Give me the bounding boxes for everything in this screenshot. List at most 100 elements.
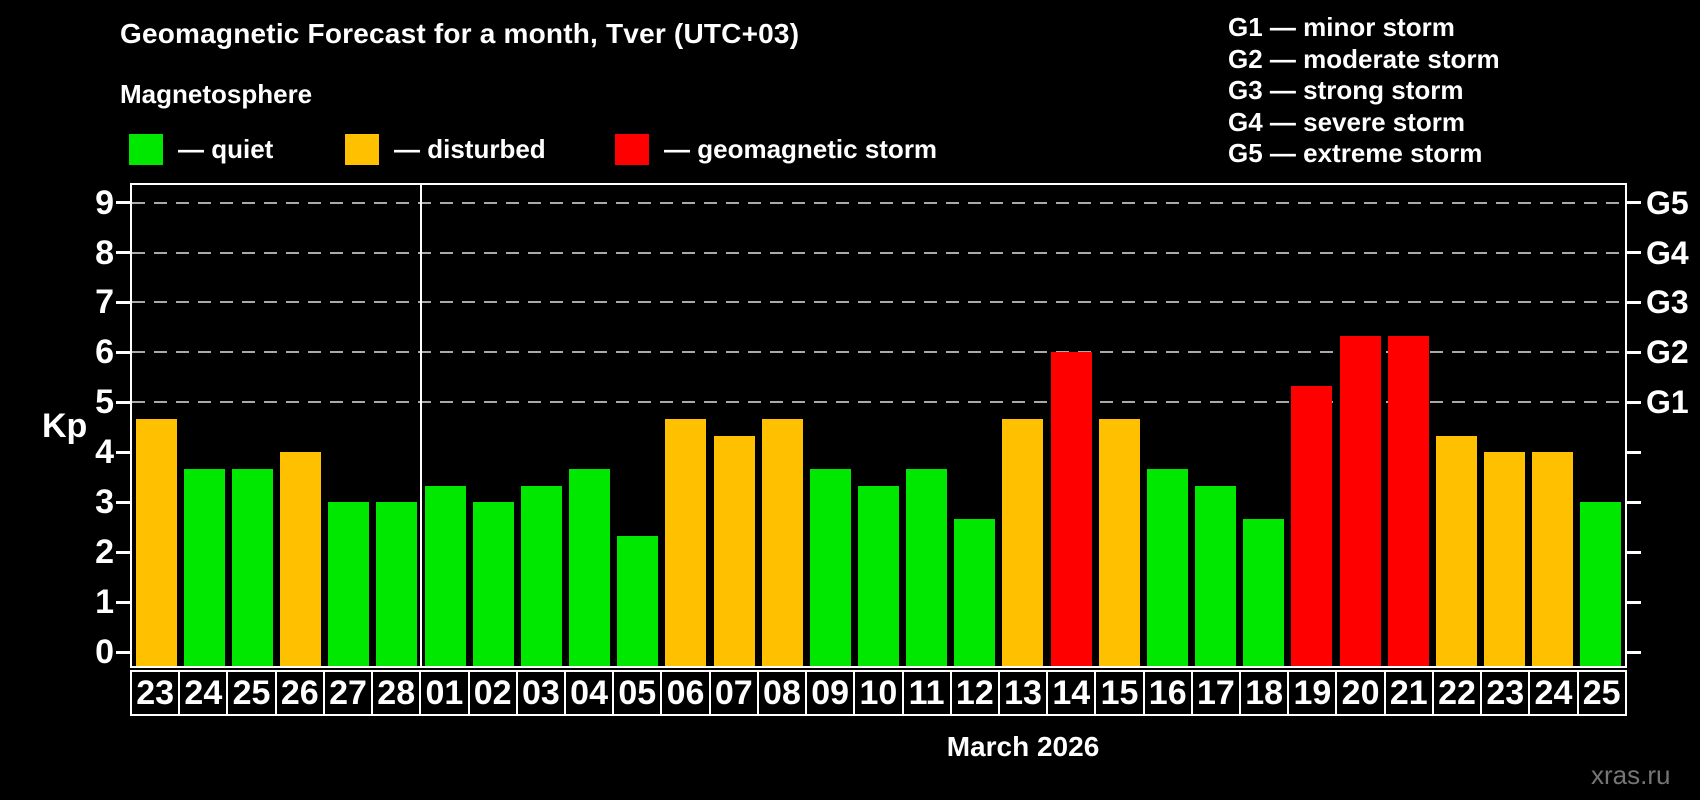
right-axis-tick	[1627, 201, 1641, 205]
right-axis-tick	[1627, 500, 1641, 504]
date-label: 09	[805, 670, 856, 716]
kp-bar	[1002, 418, 1044, 666]
legend-swatch-storm	[615, 134, 649, 165]
date-label: 23	[130, 670, 181, 716]
g-level-label: G5	[1646, 184, 1689, 221]
date-label: 10	[853, 670, 904, 716]
kp-bar	[1098, 418, 1140, 666]
y-axis-tick	[116, 500, 130, 504]
right-axis-tick	[1627, 450, 1641, 454]
kp-tick-label: 2	[95, 533, 114, 572]
kp-bar	[1146, 468, 1188, 666]
y-axis-tick	[116, 400, 130, 404]
kp-bar	[1387, 335, 1429, 666]
date-label: 11	[901, 670, 952, 716]
date-label: 16	[1142, 670, 1193, 716]
kp-bar	[713, 435, 755, 666]
legend-item-storm: — geomagnetic storm	[615, 134, 937, 165]
y-axis-tick	[116, 251, 130, 255]
kp-tick-label: 6	[95, 333, 114, 372]
date-label: 25	[226, 670, 277, 716]
kp-bar	[1580, 502, 1622, 666]
page-title: Geomagnetic Forecast for a month, Tver (…	[120, 18, 800, 49]
legend-label: — geomagnetic storm	[664, 134, 938, 164]
kp-tick-label: 1	[95, 583, 114, 622]
watermark: xras.ru	[1591, 760, 1671, 790]
kp-tick-label: 9	[95, 183, 114, 222]
kp-bar	[761, 418, 803, 666]
g-level-label: G2	[1646, 334, 1689, 371]
kp-tick-label: 4	[95, 433, 114, 472]
date-label: 03	[515, 670, 566, 716]
legend-label: — disturbed	[394, 134, 546, 164]
plot-area	[130, 183, 1627, 668]
kp-bar	[1243, 518, 1285, 666]
gridline	[132, 301, 1625, 304]
storm-scale-line: G2 — moderate storm	[1228, 43, 1500, 74]
date-label: 05	[612, 670, 663, 716]
date-label: 12	[949, 670, 1000, 716]
kp-bar	[424, 485, 466, 666]
date-label: 24	[178, 670, 229, 716]
gridline	[132, 351, 1625, 354]
date-label: 06	[660, 670, 711, 716]
date-axis: 23 24 25 26 27 28 01 02 03 04 05 06 07 08 09 10 11 12 13 14…	[130, 670, 1627, 716]
kp-bar	[520, 485, 562, 666]
date-label: 15	[1094, 670, 1145, 716]
legend-swatch-quiet	[129, 134, 163, 165]
kp-bar	[569, 468, 611, 666]
kp-bar	[809, 468, 851, 666]
y-axis-tick	[116, 300, 130, 304]
kp-bar	[231, 468, 273, 666]
date-label: 17	[1190, 670, 1242, 716]
legend-item-quiet: — quiet	[129, 134, 273, 165]
kp-bar	[1484, 452, 1526, 666]
kp-tick-label: 8	[95, 233, 114, 272]
g-level-label: G1	[1646, 384, 1689, 421]
storm-scale-line: G3 — strong storm	[1228, 75, 1464, 106]
kp-tick-label: 3	[95, 483, 114, 522]
date-label: 21	[1383, 670, 1434, 716]
kp-bar	[183, 468, 225, 666]
date-label: 01	[419, 670, 470, 716]
date-label: 25	[1576, 670, 1627, 716]
kp-bar	[858, 485, 899, 666]
kp-bar	[954, 518, 996, 666]
date-label: 24	[1528, 670, 1579, 716]
y-axis-tick	[116, 350, 130, 354]
gridline	[132, 201, 1625, 204]
kp-tick-label: 0	[95, 633, 114, 671]
date-label: 07	[708, 670, 759, 716]
chart-subtitle: Magnetosphere	[120, 79, 313, 109]
kp-bar	[1339, 335, 1381, 666]
date-label: 27	[322, 670, 374, 716]
y-axis-tick	[116, 550, 130, 554]
y-axis-title: Kp	[42, 407, 88, 445]
date-label: 23	[1480, 670, 1531, 716]
kp-bar	[617, 535, 659, 666]
storm-scale-line: G5 — extreme storm	[1228, 138, 1483, 169]
date-label: 14	[1046, 670, 1097, 716]
y-axis-tick	[116, 650, 130, 654]
date-label: 18	[1239, 670, 1290, 716]
date-label: 02	[467, 670, 518, 716]
date-label: 26	[274, 670, 325, 716]
month-label: March 2026	[946, 731, 1100, 762]
kp-bar	[1050, 352, 1092, 666]
kp-bar	[376, 502, 418, 666]
kp-bar	[1291, 385, 1333, 666]
date-label: 04	[563, 670, 615, 716]
right-axis-tick	[1627, 350, 1641, 354]
date-label: 08	[756, 670, 808, 716]
y-axis-tick	[116, 201, 130, 205]
date-label: 13	[997, 670, 1049, 716]
month-separator	[419, 185, 422, 666]
right-axis-tick	[1627, 400, 1641, 404]
kp-bar	[1195, 485, 1237, 666]
storm-scale-line: G1 — minor storm	[1228, 12, 1455, 42]
date-label: 28	[371, 670, 422, 716]
kp-bar	[328, 502, 370, 666]
kp-bar	[472, 502, 514, 666]
right-axis-tick	[1627, 300, 1641, 304]
kp-bar	[280, 452, 322, 666]
